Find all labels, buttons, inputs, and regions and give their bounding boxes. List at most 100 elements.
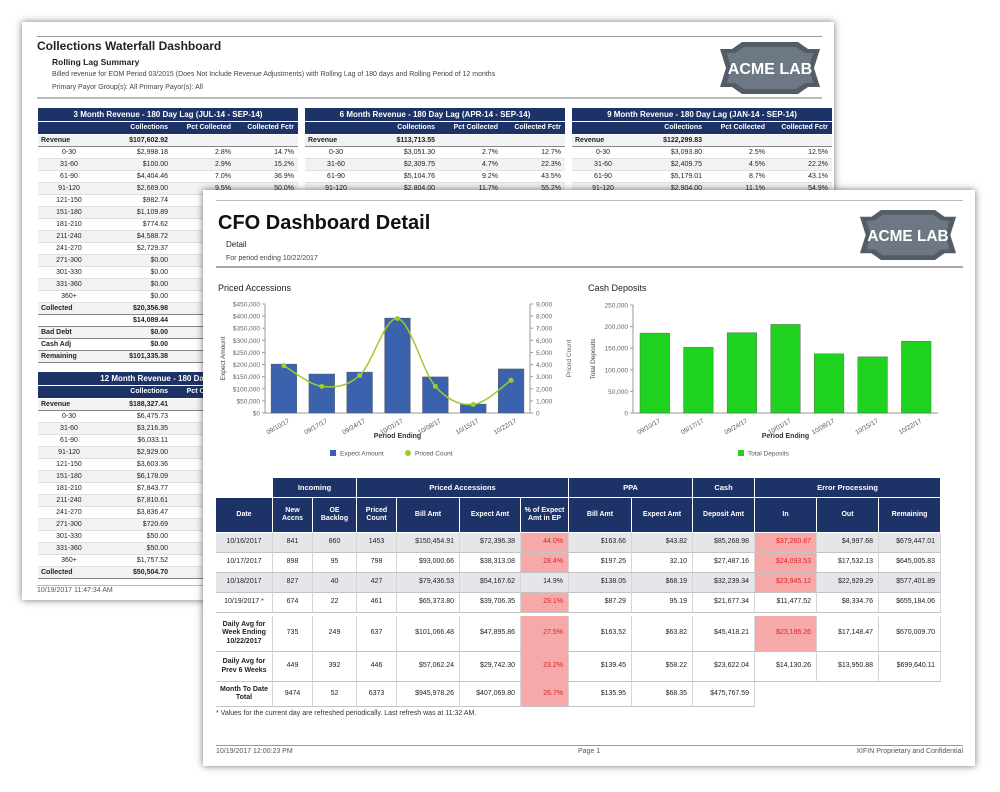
cell: 12.5% <box>808 149 828 156</box>
cell: $197.25 <box>569 553 632 573</box>
cell: $139.45 <box>569 652 632 682</box>
cell: 1453 <box>357 533 397 553</box>
cell: $122,299.83 <box>663 137 702 144</box>
cell: 43.5% <box>541 173 561 180</box>
cell: 2.7% <box>482 149 498 156</box>
table-row <box>572 171 832 183</box>
cell: 95 <box>313 553 357 573</box>
cell: 8.7% <box>749 173 765 180</box>
y-tick-label: $250,000 <box>233 350 260 357</box>
bar <box>726 332 757 414</box>
cell: $14,089.44 <box>132 317 168 324</box>
cell: 32.10 <box>632 553 693 573</box>
cell: $2,309.75 <box>403 161 435 168</box>
column-header: In <box>755 497 817 532</box>
page-title: CFO Dashboard Detail <box>218 212 431 234</box>
chart-title: Cash Deposits <box>588 283 647 293</box>
y2-tick-label: 0 <box>536 411 540 418</box>
cell: 22 <box>313 593 357 613</box>
bar <box>857 356 888 414</box>
cell: $101,335.38 <box>129 353 168 360</box>
row-label: 181-210 <box>56 485 82 492</box>
cell: $2,804.00 <box>403 185 435 192</box>
column-header: Pct Collected <box>186 124 231 131</box>
row-label: 91-120 <box>592 185 614 192</box>
column-header: Priced Count <box>357 497 397 532</box>
header-row <box>38 121 298 134</box>
x-tick-label: 09/10/17 <box>636 417 662 436</box>
cell: 14.7% <box>274 149 294 156</box>
row-label: 10/19/2017 * <box>216 593 273 613</box>
cell: $0.00 <box>150 269 168 276</box>
cell: $20,356.98 <box>132 305 168 312</box>
cell: $23,622.04 <box>693 652 755 682</box>
legend-label: Priced Count <box>415 451 453 458</box>
y-tick-label: $350,000 <box>233 326 260 333</box>
table-title: 6 Month Revenue - 180 Day Lag (APR-14 - … <box>305 108 565 121</box>
x-tick-label: 10/08/17 <box>811 417 837 436</box>
row-label: 301-330 <box>56 269 82 276</box>
cell: $21,677.34 <box>693 593 755 613</box>
cell: $23,186.26 <box>755 616 817 652</box>
cell: 27.5% <box>521 616 569 652</box>
cell: 9.5% <box>215 185 231 192</box>
bar <box>770 324 801 414</box>
point <box>508 377 514 383</box>
cell: $45,418.21 <box>693 616 755 652</box>
cell: $68.35 <box>632 682 693 707</box>
cell: $138.05 <box>569 573 632 593</box>
cell: 2.9% <box>215 161 231 168</box>
cell: $4,404.46 <box>136 173 168 180</box>
cell: $4,997.68 <box>817 533 879 553</box>
y2-tick-label: 9,000 <box>536 302 553 309</box>
table-row <box>305 135 565 147</box>
cell: $2,729.37 <box>136 245 168 252</box>
footer: 10/19/2017 11:47:34 AM <box>37 587 113 594</box>
cell: $135.95 <box>569 682 632 707</box>
row-label: 61-90 <box>60 173 78 180</box>
x-axis-label: Period Ending <box>762 433 809 440</box>
cell: $22,929.29 <box>817 573 879 593</box>
x-tick-label: 09/17/17 <box>680 417 706 436</box>
cell: $17,532.13 <box>817 553 879 573</box>
y2-tick-label: 5,000 <box>536 350 553 357</box>
legend-marker <box>738 450 744 456</box>
cell: 28.4% <box>521 553 569 573</box>
logo-text: ACME LAB <box>728 61 812 78</box>
cell: $6,033.11 <box>137 437 168 444</box>
row-label: 360+ <box>61 557 77 564</box>
cell: 12.7% <box>541 149 561 156</box>
cell: $2,669.00 <box>136 185 168 192</box>
row-label: 211-240 <box>56 497 82 504</box>
cell: 2.8% <box>215 149 231 156</box>
x-tick-label: 10/22/17 <box>898 417 924 436</box>
cell: $3,216.35 <box>136 425 168 432</box>
cell: $11,477.52 <box>755 593 817 613</box>
column-header: New Accns <box>273 497 313 532</box>
row-label: 0-30 <box>61 149 76 156</box>
period: For period ending 10/22/2017 <box>226 255 318 262</box>
cell: 44.0% <box>521 533 569 553</box>
cell: $645,005.83 <box>879 553 941 573</box>
table-row <box>572 135 832 147</box>
column-header: Remaining <box>879 497 941 532</box>
footer-left: 10/19/2017 12:00:23 PM <box>216 748 293 755</box>
x-tick-label: 09/24/17 <box>341 417 367 436</box>
cell: 22.3% <box>541 161 561 168</box>
cell: 827 <box>273 573 313 593</box>
cell: $699,640.11 <box>879 652 941 682</box>
cell: $23,945.12 <box>755 573 817 593</box>
table-row <box>305 171 565 183</box>
column-header: Pct Collected <box>720 124 765 131</box>
logo: ACME LAB <box>720 42 820 94</box>
bar <box>308 373 335 414</box>
y-tick-label: 50,000 <box>608 389 628 396</box>
cell: 249 <box>313 616 357 652</box>
column-header: Collected Fctr <box>514 124 561 131</box>
rule <box>216 200 963 201</box>
subtitle: Rolling Lag Summary <box>52 57 140 67</box>
row-label: 91-120 <box>325 185 347 192</box>
row-label: Daily Avg for Week Ending 10/22/2017 <box>216 616 273 652</box>
cell: 52 <box>313 682 357 707</box>
x-tick-label: 09/17/17 <box>303 417 329 436</box>
